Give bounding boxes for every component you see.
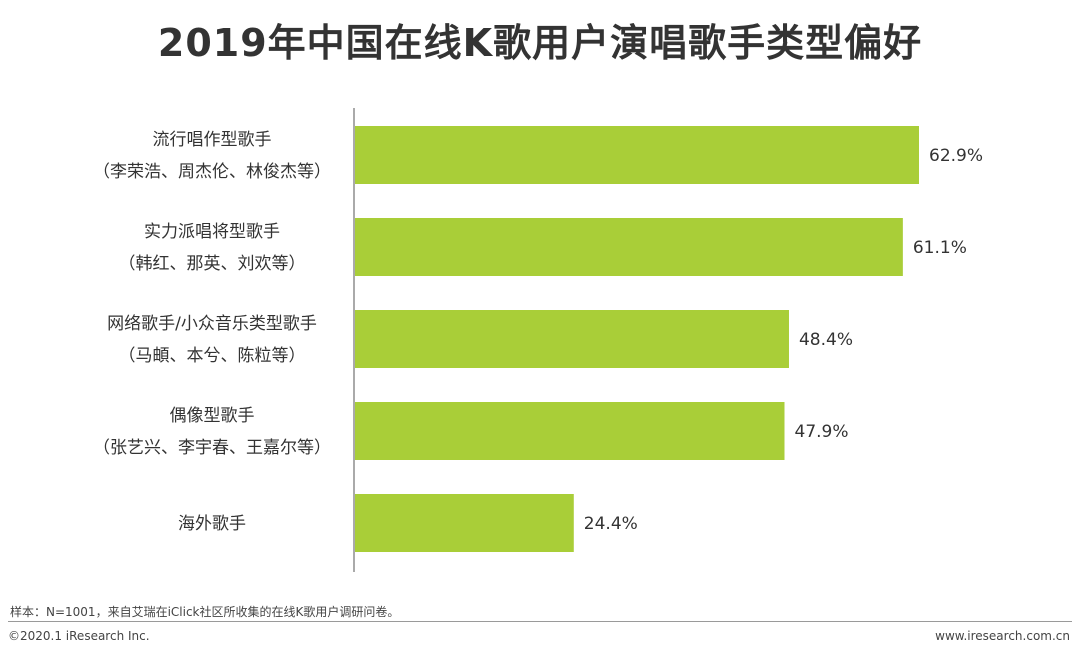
bar	[355, 218, 903, 276]
category-label: 流行唱作型歌手	[153, 130, 272, 150]
bar-group: 61.1% 实力派唱将型歌手 （韩红、那英、刘欢等）	[119, 218, 967, 276]
value-label: 62.9%	[929, 146, 983, 166]
copyright-text: ©2020.1 iResearch Inc.	[8, 629, 150, 643]
category-examples-label: （马頔、本兮、陈粒等）	[119, 346, 306, 366]
value-label: 24.4%	[584, 514, 638, 534]
category-label: 偶像型歌手	[170, 406, 255, 426]
bar-chart: 62.9% 流行唱作型歌手 （李荣浩、周杰伦、林俊杰等） 61.1% 实力派唱将型歌手 （…	[93, 108, 983, 572]
website-link[interactable]: www.iresearch.com.cn	[935, 629, 1070, 643]
bar	[355, 126, 919, 184]
chart-title: 2019年中国在线K歌用户演唱歌手类型偏好	[157, 21, 923, 65]
category-label: 海外歌手	[178, 514, 246, 534]
bar-group: 24.4% 海外歌手	[178, 494, 638, 552]
bar-group: 47.9% 偶像型歌手 （张艺兴、李宇春、王嘉尔等）	[93, 402, 849, 460]
value-label: 61.1%	[913, 238, 967, 258]
category-examples-label: （韩红、那英、刘欢等）	[119, 254, 306, 274]
footer-divider	[8, 621, 1072, 622]
value-label: 47.9%	[795, 422, 849, 442]
bar-group: 48.4% 网络歌手/小众音乐类型歌手 （马頔、本兮、陈粒等）	[107, 310, 853, 368]
category-examples-label: （张艺兴、李宇春、王嘉尔等）	[93, 438, 331, 458]
value-label: 48.4%	[799, 330, 853, 350]
bar	[355, 402, 785, 460]
bar	[355, 310, 789, 368]
sample-note: 样本：N=1001，来自艾瑞在iClick社区所收集的在线K歌用户调研问卷。	[10, 605, 400, 619]
bar	[355, 494, 574, 552]
category-label: 网络歌手/小众音乐类型歌手	[107, 314, 317, 334]
category-label: 实力派唱将型歌手	[144, 222, 280, 242]
bar-group: 62.9% 流行唱作型歌手 （李荣浩、周杰伦、林俊杰等）	[93, 126, 983, 184]
category-examples-label: （李荣浩、周杰伦、林俊杰等）	[93, 162, 331, 182]
